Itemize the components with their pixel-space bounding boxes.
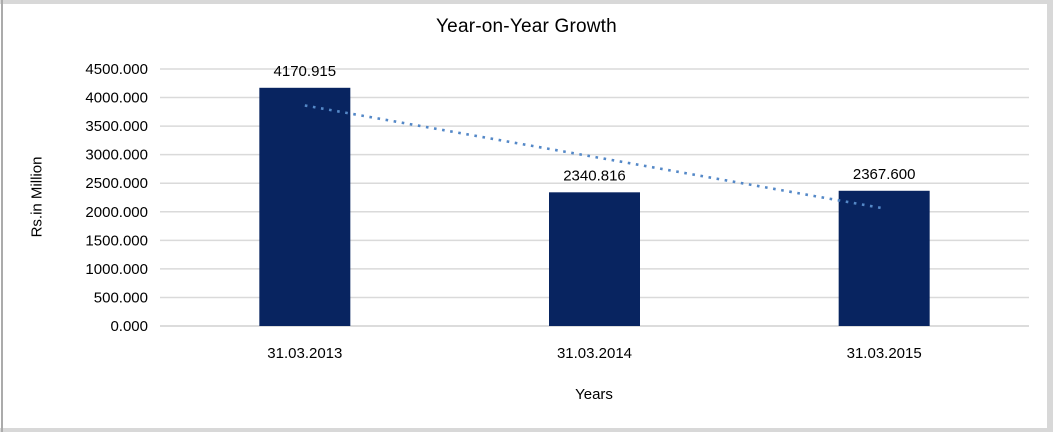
y-tick-label: 3000.000 <box>85 147 148 164</box>
x-axis-title: Years <box>575 386 613 403</box>
x-category-label: 31.03.2014 <box>557 345 632 362</box>
y-tick-label: 0.000 <box>110 318 148 335</box>
y-tick-label: 2000.000 <box>85 204 148 221</box>
x-category-label: 31.03.2015 <box>847 345 922 362</box>
bar <box>259 87 351 327</box>
bar-value-label: 2367.600 <box>853 166 916 183</box>
y-tick-label: 1000.000 <box>85 261 148 278</box>
frame-top <box>0 0 1053 4</box>
x-category-label: 31.03.2013 <box>267 345 342 362</box>
frame-right <box>1047 0 1053 432</box>
bar <box>838 190 930 326</box>
chart-title: Year-on-Year Growth <box>436 16 617 37</box>
y-tick-label: 4000.000 <box>85 90 148 107</box>
bar-value-label: 4170.915 <box>274 63 337 80</box>
frame-bottom <box>0 428 1053 432</box>
y-tick-label: 1500.000 <box>85 232 148 249</box>
y-tick-label: 3500.000 <box>85 118 148 135</box>
frame-left <box>1 0 3 432</box>
bar <box>549 192 640 326</box>
y-axis-title: Rs.in Million <box>28 156 46 238</box>
bar-value-label: 2340.816 <box>563 167 626 184</box>
y-tick-label: 2500.000 <box>85 175 148 192</box>
y-tick-label: 500.000 <box>94 289 148 306</box>
y-tick-label: 4500.000 <box>85 61 148 78</box>
